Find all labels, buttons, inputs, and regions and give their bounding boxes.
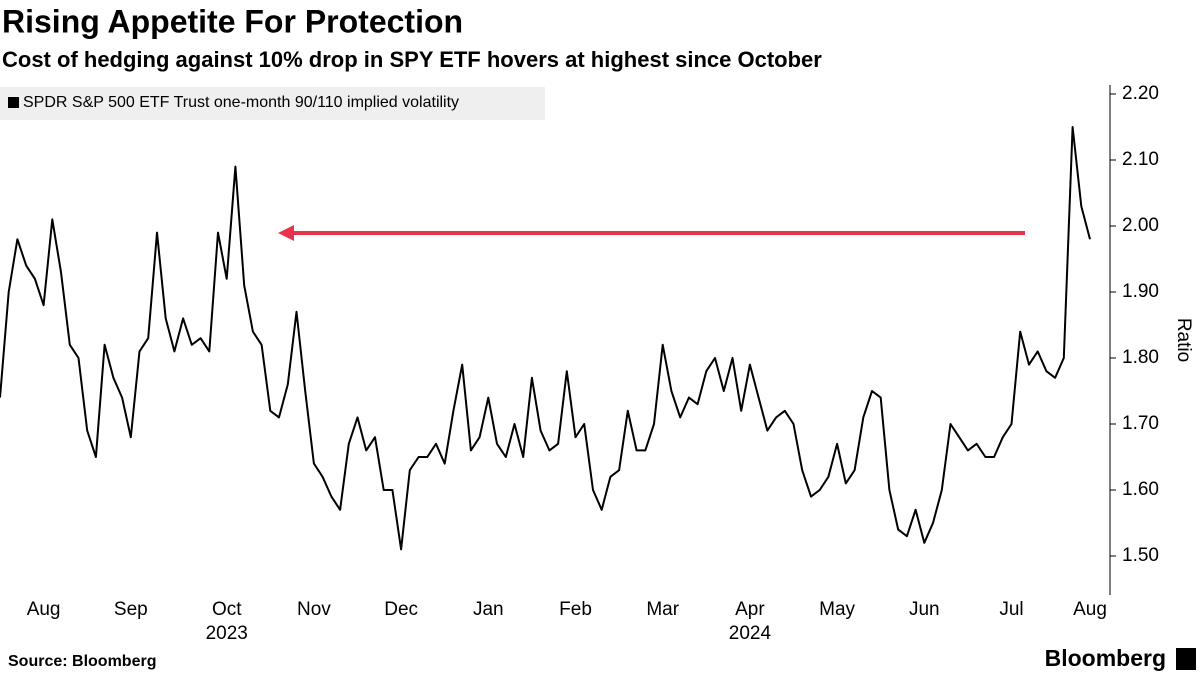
y-tick-label: 1.70 <box>1122 413 1159 434</box>
x-tick-label: Oct <box>212 599 242 620</box>
x-tick-label: Aug <box>27 599 61 620</box>
x-tick-label: Dec <box>384 599 418 620</box>
arrow-head <box>278 225 294 241</box>
y-tick-label: 1.50 <box>1122 545 1159 566</box>
y-tick-label: 2.10 <box>1122 149 1159 170</box>
chart-title: Rising Appetite For Protection <box>2 3 463 39</box>
y-tick-label: 1.80 <box>1122 347 1159 368</box>
x-tick-label: Aug <box>1073 599 1107 620</box>
legend-swatch <box>8 97 19 108</box>
x-tick-label: Nov <box>297 599 331 620</box>
legend-label: SPDR S&P 500 ETF Trust one-month 90/110 … <box>23 94 459 111</box>
x-tick-label: Jun <box>909 599 940 620</box>
y-tick-label: 1.90 <box>1122 281 1159 302</box>
brand: Bloomberg <box>1045 645 1166 671</box>
x-tick-label: Feb <box>559 599 592 620</box>
series-line <box>0 126 1091 551</box>
legend-box <box>0 87 545 120</box>
x-tick-label: May <box>819 599 855 620</box>
x-tick-label: Apr <box>735 599 765 620</box>
y-axis-title: Ratio <box>1173 318 1194 362</box>
x-year-label: 2023 <box>206 623 248 644</box>
x-tick-label: Jan <box>473 599 504 620</box>
source: Source: Bloomberg <box>8 653 156 670</box>
y-tick-label: 2.00 <box>1122 215 1159 236</box>
x-year-label: 2024 <box>729 623 772 644</box>
x-tick-label: Jul <box>999 599 1023 620</box>
x-tick-label: Sep <box>114 599 148 620</box>
y-tick-label: 1.60 <box>1122 479 1159 500</box>
brand-icon <box>1176 648 1196 670</box>
x-tick-label: Mar <box>646 599 679 620</box>
y-tick-label: 2.20 <box>1122 83 1159 104</box>
chart-subtitle: Cost of hedging against 10% drop in SPY … <box>2 47 822 72</box>
